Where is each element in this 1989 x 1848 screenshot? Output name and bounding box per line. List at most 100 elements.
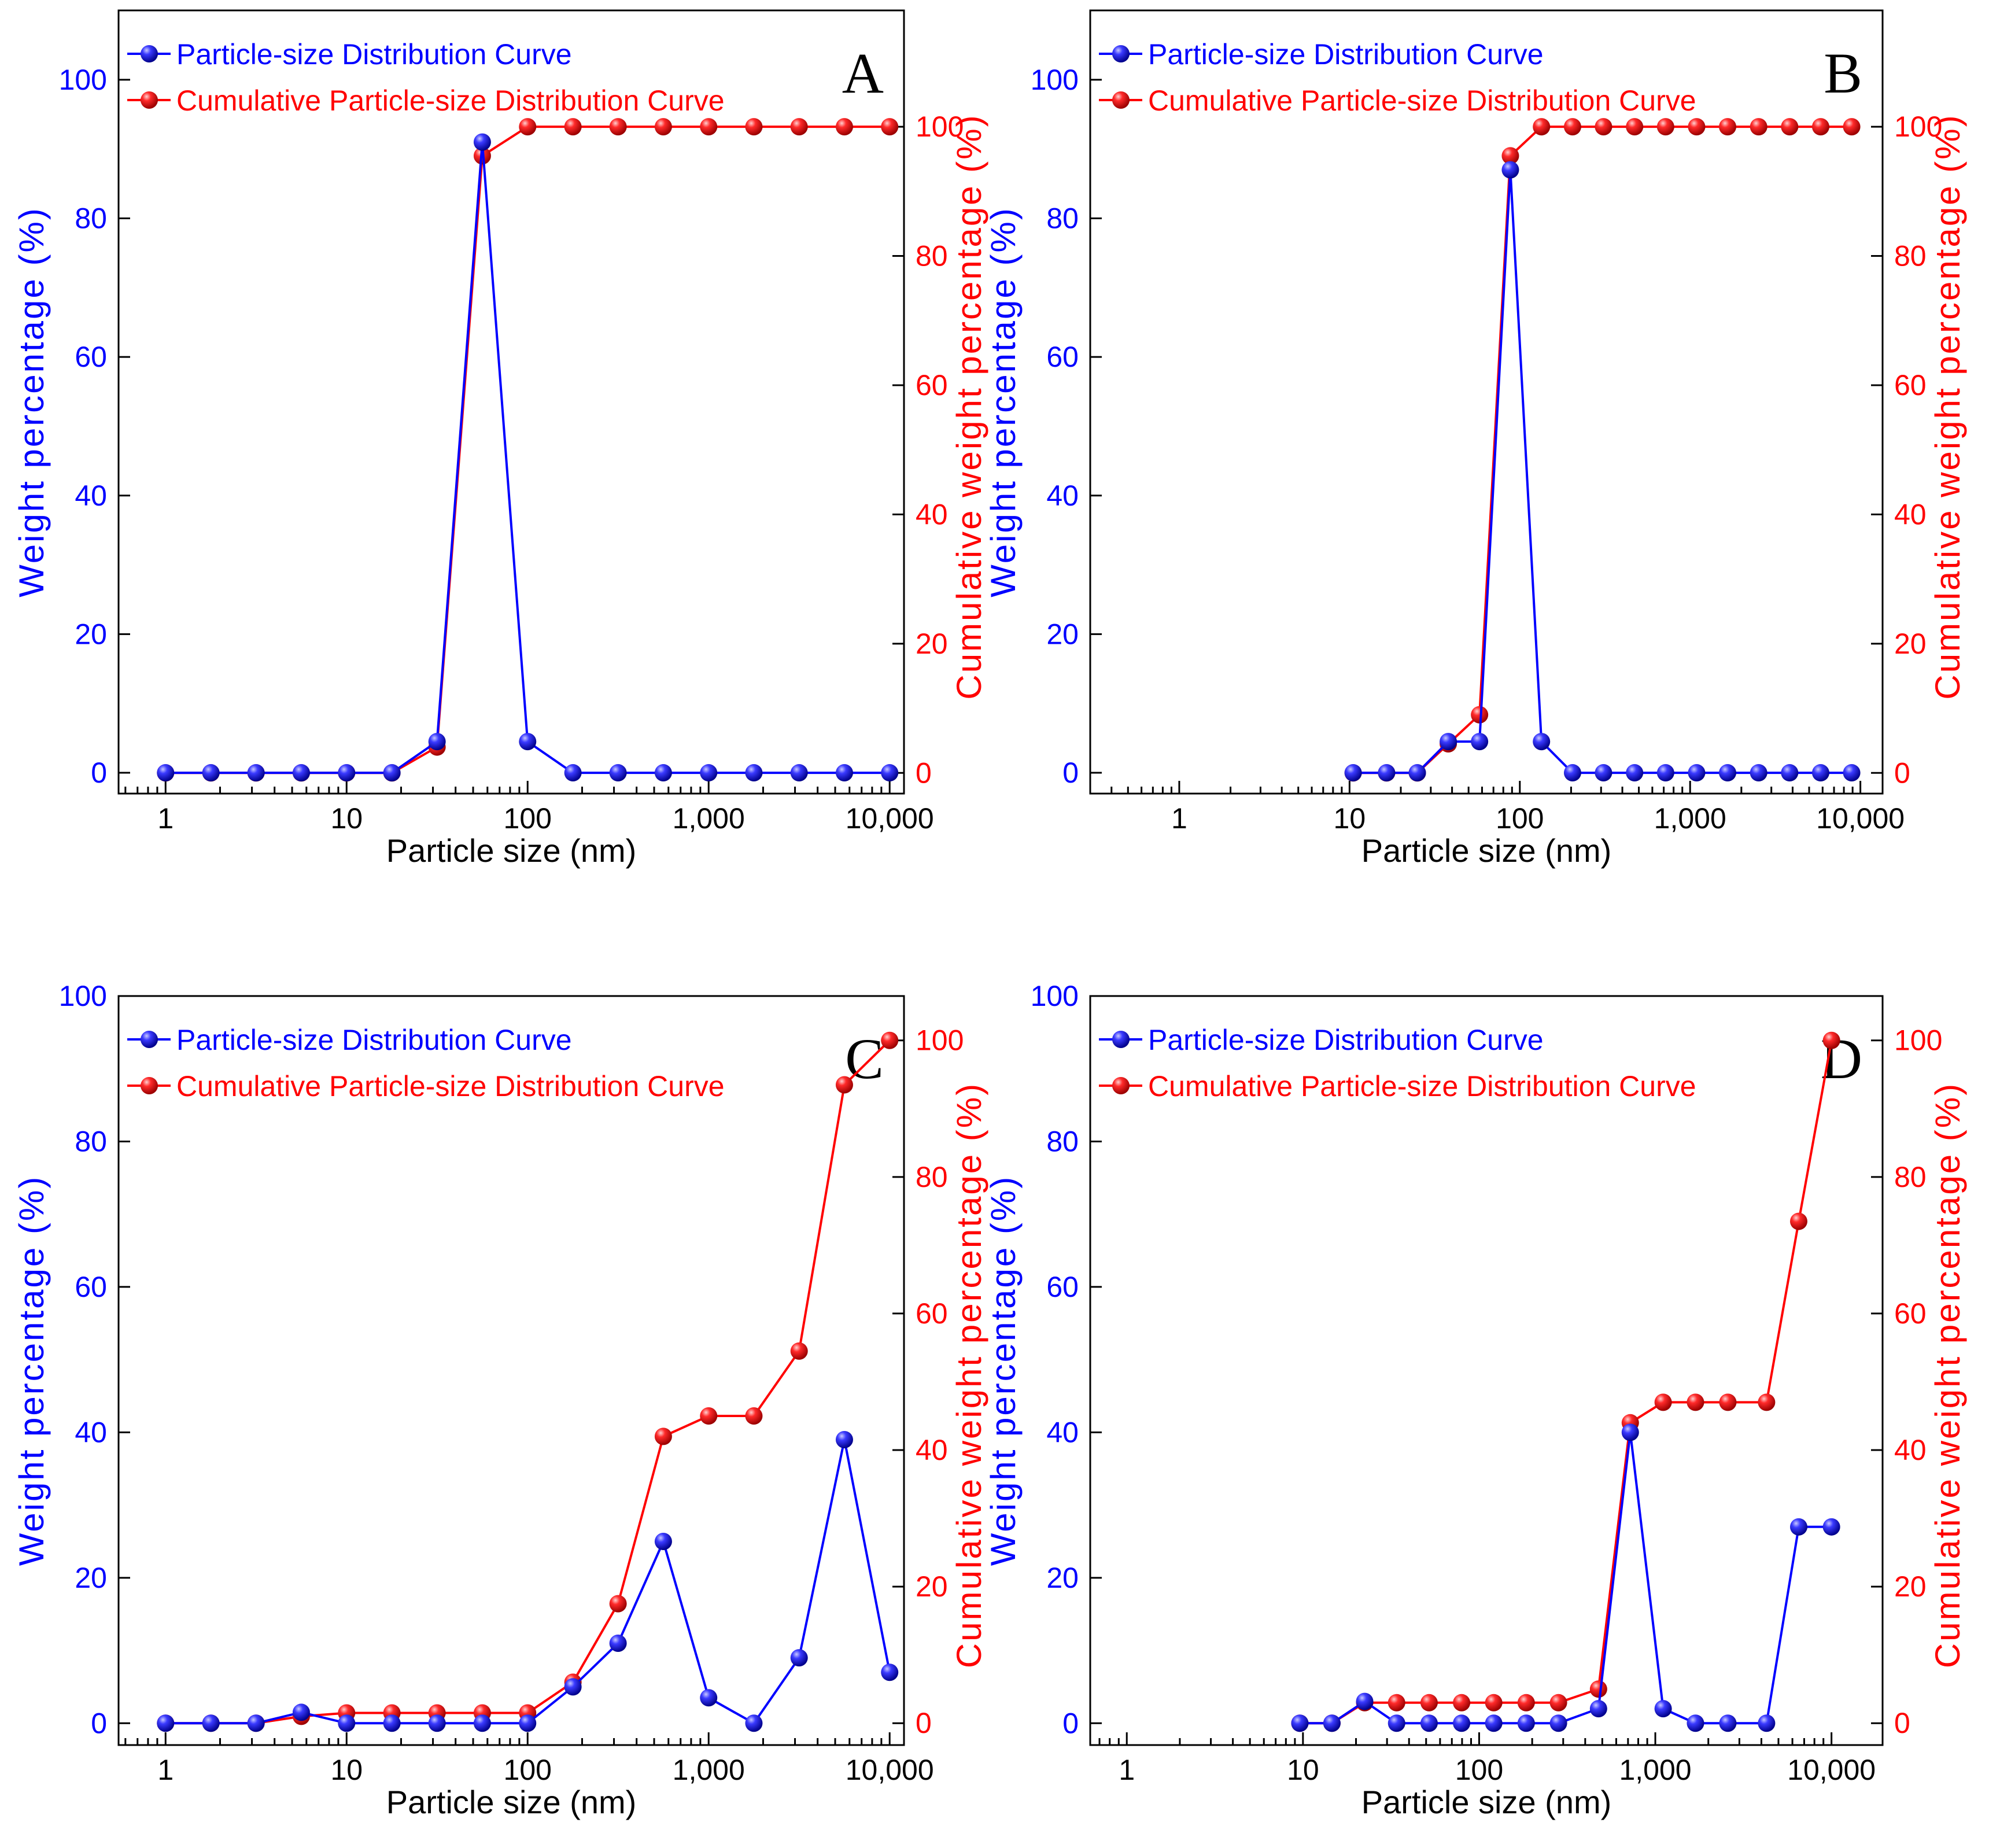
cumulative-line [165, 126, 890, 774]
distribution-point [1517, 1714, 1535, 1732]
distribution-point [428, 733, 446, 751]
distribution-point [1485, 1714, 1503, 1732]
distribution-series [1291, 1423, 1840, 1732]
distribution-point [473, 133, 491, 151]
y-right-axis-title: Cumulative weight percentage (%) [950, 1082, 988, 1668]
x-axis-title: Particle size (nm) [386, 1784, 637, 1820]
cumulative-point [1626, 118, 1644, 136]
distribution-point [1656, 764, 1674, 782]
distribution-point [519, 1714, 537, 1732]
distribution-point [745, 764, 763, 782]
distribution-point [1789, 1518, 1807, 1536]
y-right-tick-label: 20 [916, 1570, 948, 1603]
cumulative-point [700, 1407, 718, 1425]
distribution-line [1353, 169, 1852, 774]
distribution-point [1719, 1714, 1737, 1732]
cumulative-point [1589, 1680, 1607, 1698]
panel-label: A [842, 41, 884, 105]
distribution-point [1626, 764, 1644, 782]
legend-marker [141, 45, 158, 62]
cumulative-point [609, 118, 627, 136]
distribution-point [247, 764, 265, 782]
plot-frame [117, 995, 905, 1746]
y-left-tick-label: 0 [91, 757, 107, 789]
y-left-tick-label: 0 [1062, 757, 1079, 789]
y-left-tick-label: 60 [75, 341, 107, 373]
cumulative-point [1549, 1694, 1567, 1711]
cumulative-series [157, 1031, 899, 1732]
distribution-point [428, 1714, 446, 1732]
y-right-tick-label: 40 [1894, 498, 1927, 530]
y-right-tick-label: 20 [1894, 628, 1927, 660]
cumulative-point [745, 118, 763, 136]
y-left-tick-label: 20 [1046, 1562, 1079, 1594]
cumulative-point [1501, 147, 1519, 165]
x-tick-label: 10 [1287, 1754, 1319, 1786]
x-tick-label: 100 [1496, 802, 1544, 835]
y-left-tick-label: 80 [75, 1125, 107, 1157]
y-left-tick-label: 80 [75, 202, 107, 234]
panel-label: B [1824, 41, 1862, 105]
cumulative-series [157, 118, 899, 782]
cumulative-point [1688, 118, 1706, 136]
distribution-point [157, 1714, 175, 1732]
x-tick-label: 1,000 [1619, 1754, 1691, 1786]
plot-frame [1089, 995, 1884, 1746]
distribution-point [202, 764, 220, 782]
distribution-point [1589, 1700, 1607, 1718]
distribution-point [745, 1714, 763, 1732]
distribution-point [1758, 1714, 1776, 1732]
cumulative-point [1719, 118, 1737, 136]
y-right-tick-label: 80 [916, 1161, 948, 1193]
x-tick-label: 1,000 [673, 802, 745, 835]
y-right-axis-title: Cumulative weight percentage (%) [1928, 113, 1967, 699]
chart-panel-a: 1 10 100 1,000 10,000 0 20 40 60 80 100 0 20 40 60 80 10… [12, 9, 988, 869]
y-left-axis-title: Weight percentage (%) [984, 1175, 1023, 1566]
cumulative-point [1654, 1393, 1672, 1411]
y-right-tick-label: 60 [916, 1297, 948, 1330]
y-left-tick-label: 0 [1062, 1707, 1079, 1739]
distribution-point [338, 1714, 356, 1732]
plot-frame [1089, 9, 1884, 795]
y-left-tick-label: 80 [1046, 202, 1079, 234]
distribution-point [654, 764, 672, 782]
x-tick-label: 10 [330, 802, 363, 835]
legend-label: Cumulative Particle-size Distribution Cu… [1148, 1070, 1696, 1102]
y-right-tick-label: 60 [1894, 1297, 1927, 1330]
y-right-tick-label: 40 [916, 498, 948, 530]
legend-marker [1112, 45, 1130, 62]
distribution-point [790, 1649, 808, 1667]
distribution-point [1440, 733, 1457, 751]
distribution-point [1654, 1700, 1672, 1718]
cumulative-point [1843, 118, 1861, 136]
y-left-axis-title: Weight percentage (%) [12, 1175, 51, 1566]
legend-label: Particle-size Distribution Curve [176, 1024, 572, 1056]
distribution-point [202, 1714, 220, 1732]
y-left-tick-label: 60 [1046, 341, 1079, 373]
cumulative-point [881, 1031, 899, 1049]
y-right-tick-label: 100 [916, 110, 964, 143]
distribution-point [383, 1714, 401, 1732]
cumulative-point [700, 118, 718, 136]
y-right-tick-label: 80 [916, 240, 948, 272]
cumulative-point [609, 1595, 627, 1613]
distribution-point [383, 764, 401, 782]
x-axis-ticks [124, 781, 891, 794]
distribution-point [1408, 764, 1426, 782]
y-right-tick-label: 80 [1894, 1161, 1927, 1193]
cumulative-point [654, 118, 672, 136]
cumulative-point [1758, 1393, 1776, 1411]
cumulative-point [564, 118, 582, 136]
x-tick-label: 100 [1455, 1754, 1503, 1786]
distribution-point [1453, 1714, 1471, 1732]
y-right-axis-title: Cumulative weight percentage (%) [950, 113, 988, 699]
x-tick-label: 1 [1171, 802, 1187, 835]
cumulative-point [1822, 1031, 1840, 1049]
chart-panel-b: 1 10 100 1,000 10,000 0 20 40 60 80 100 0 20 40 60 80 10… [984, 9, 1967, 869]
y-left-axis-title: Weight percentage (%) [984, 206, 1023, 597]
legend-label: Cumulative Particle-size Distribution Cu… [176, 1070, 725, 1102]
y-left-tick-label: 100 [59, 64, 107, 96]
legend-label: Particle-size Distribution Curve [1148, 38, 1544, 71]
distribution-point [247, 1714, 265, 1732]
distribution-point [1533, 733, 1551, 751]
